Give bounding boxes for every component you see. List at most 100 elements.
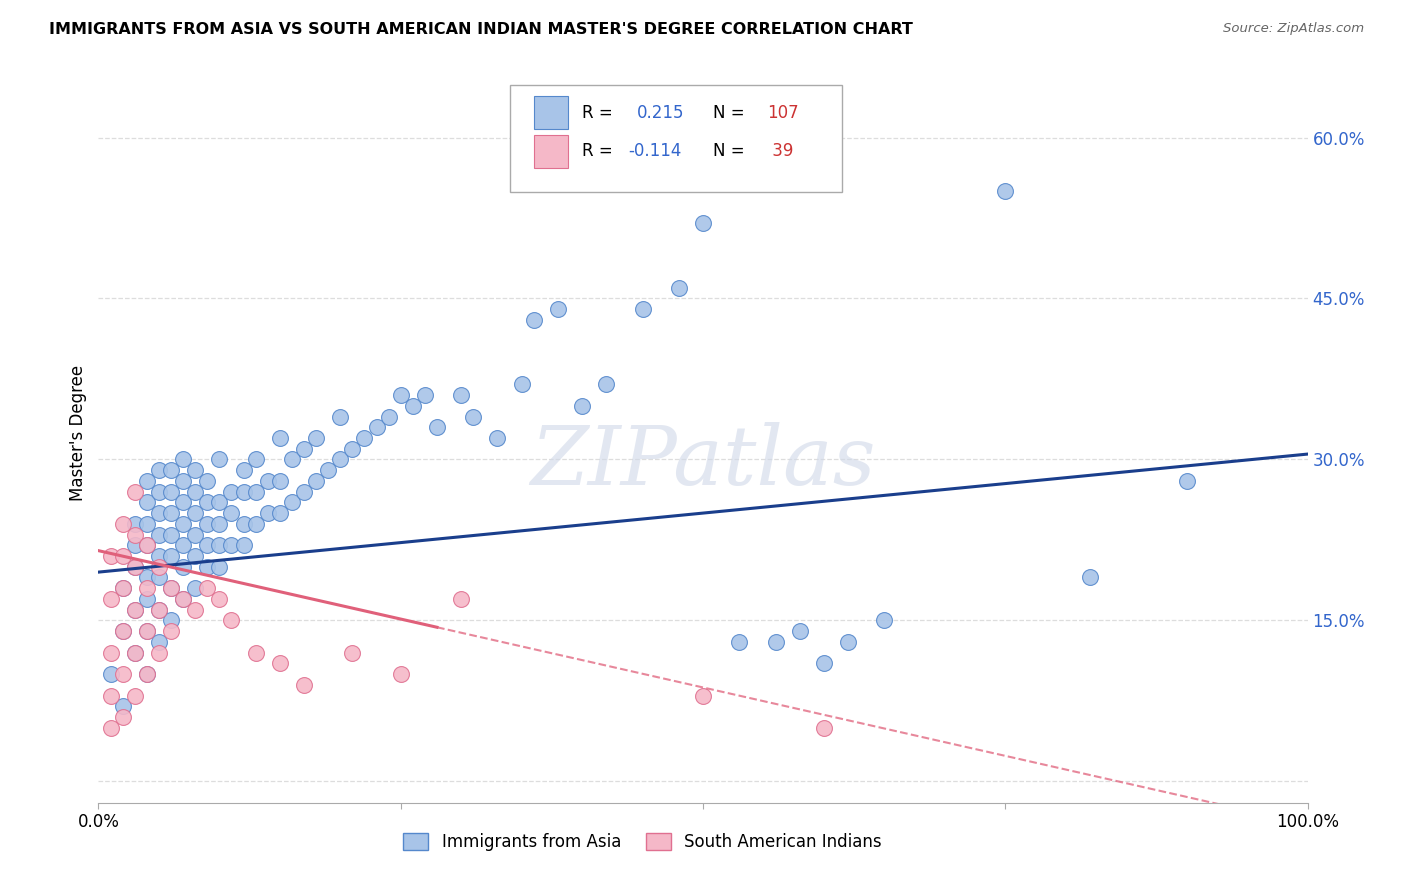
Point bbox=[305, 431, 328, 445]
Point bbox=[523, 313, 546, 327]
Text: R =: R = bbox=[582, 103, 619, 122]
Point bbox=[195, 516, 218, 531]
Point bbox=[1175, 474, 1198, 488]
Point bbox=[305, 474, 328, 488]
Point bbox=[124, 559, 146, 574]
Point bbox=[148, 549, 170, 563]
Point bbox=[135, 538, 157, 552]
Text: -0.114: -0.114 bbox=[628, 143, 682, 161]
Point bbox=[172, 452, 194, 467]
Point bbox=[728, 635, 751, 649]
Point bbox=[111, 710, 134, 724]
Point bbox=[135, 570, 157, 584]
Point bbox=[111, 581, 134, 595]
Point bbox=[245, 452, 267, 467]
Point bbox=[124, 602, 146, 616]
Point bbox=[160, 506, 183, 520]
Point bbox=[377, 409, 399, 424]
Point bbox=[111, 516, 134, 531]
Point bbox=[100, 549, 122, 563]
Point bbox=[111, 549, 134, 563]
Point bbox=[208, 559, 231, 574]
Point bbox=[160, 463, 183, 477]
FancyBboxPatch shape bbox=[509, 85, 842, 192]
Point bbox=[994, 184, 1017, 198]
Point bbox=[221, 506, 243, 520]
Point bbox=[160, 549, 183, 563]
Point bbox=[172, 495, 194, 509]
Point bbox=[837, 635, 859, 649]
Point bbox=[765, 635, 787, 649]
Point bbox=[148, 602, 170, 616]
Point bbox=[135, 474, 157, 488]
Text: N =: N = bbox=[713, 103, 749, 122]
Point bbox=[195, 538, 218, 552]
Point bbox=[316, 463, 339, 477]
Point bbox=[184, 549, 207, 563]
Point bbox=[135, 495, 157, 509]
Point bbox=[595, 377, 617, 392]
Point bbox=[269, 506, 291, 520]
Point bbox=[184, 463, 207, 477]
Point bbox=[292, 442, 315, 456]
Point bbox=[510, 377, 533, 392]
Point bbox=[450, 591, 472, 606]
Point bbox=[245, 516, 267, 531]
Point bbox=[111, 667, 134, 681]
Text: 39: 39 bbox=[768, 143, 793, 161]
Point bbox=[184, 581, 207, 595]
Point bbox=[111, 699, 134, 714]
Point bbox=[208, 452, 231, 467]
Point bbox=[1078, 570, 1101, 584]
Text: Source: ZipAtlas.com: Source: ZipAtlas.com bbox=[1223, 22, 1364, 36]
Point bbox=[486, 431, 509, 445]
Point bbox=[389, 667, 412, 681]
Point bbox=[692, 216, 714, 230]
Point bbox=[160, 527, 183, 541]
Point bbox=[668, 281, 690, 295]
Point bbox=[160, 614, 183, 628]
Point bbox=[184, 506, 207, 520]
Point bbox=[208, 495, 231, 509]
Point bbox=[124, 516, 146, 531]
Point bbox=[135, 581, 157, 595]
Text: 107: 107 bbox=[768, 103, 799, 122]
Point bbox=[232, 484, 254, 499]
Point bbox=[124, 559, 146, 574]
Point bbox=[184, 602, 207, 616]
Point bbox=[135, 667, 157, 681]
Point bbox=[208, 591, 231, 606]
Point bbox=[195, 474, 218, 488]
Point bbox=[353, 431, 375, 445]
Point bbox=[148, 463, 170, 477]
Point bbox=[402, 399, 425, 413]
Point bbox=[148, 484, 170, 499]
Point bbox=[100, 721, 122, 735]
Point bbox=[124, 484, 146, 499]
Point bbox=[292, 678, 315, 692]
Point bbox=[195, 581, 218, 595]
Point bbox=[184, 527, 207, 541]
Point bbox=[269, 431, 291, 445]
Point bbox=[124, 527, 146, 541]
Point bbox=[232, 538, 254, 552]
Text: IMMIGRANTS FROM ASIA VS SOUTH AMERICAN INDIAN MASTER'S DEGREE CORRELATION CHART: IMMIGRANTS FROM ASIA VS SOUTH AMERICAN I… bbox=[49, 22, 912, 37]
Point bbox=[692, 689, 714, 703]
Point bbox=[148, 602, 170, 616]
Point bbox=[172, 591, 194, 606]
Point bbox=[135, 667, 157, 681]
Point bbox=[342, 442, 364, 456]
Point bbox=[789, 624, 811, 639]
Point bbox=[124, 646, 146, 660]
Point bbox=[413, 388, 436, 402]
Point bbox=[208, 538, 231, 552]
Text: ZIPatlas: ZIPatlas bbox=[530, 422, 876, 502]
Point bbox=[172, 516, 194, 531]
Point bbox=[100, 646, 122, 660]
Point bbox=[342, 646, 364, 660]
Point bbox=[135, 516, 157, 531]
Point bbox=[124, 689, 146, 703]
Point bbox=[184, 484, 207, 499]
Point bbox=[208, 516, 231, 531]
Point bbox=[245, 484, 267, 499]
